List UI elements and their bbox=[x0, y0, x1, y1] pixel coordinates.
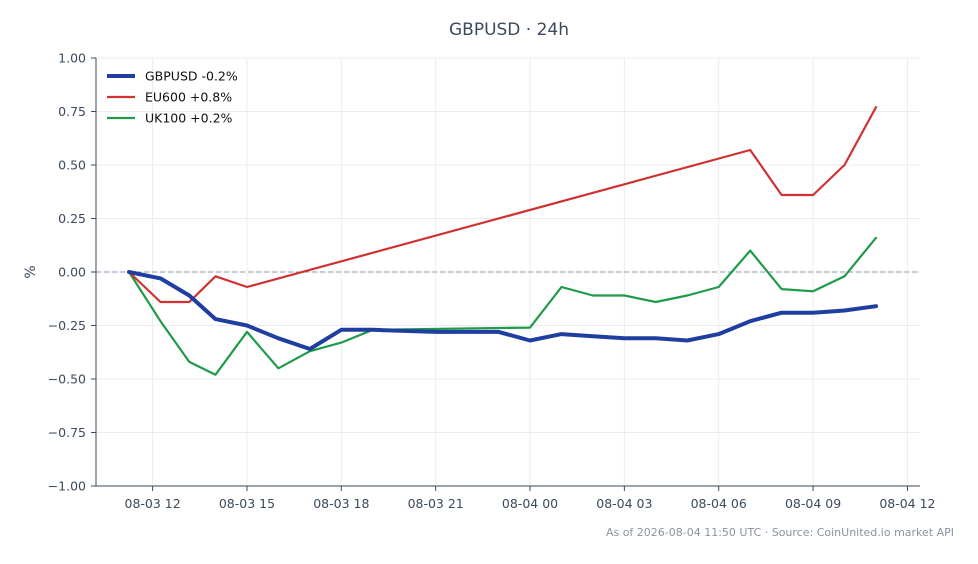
x-tick-label: 08-03 21 bbox=[408, 496, 464, 511]
footer-source: As of 2026-08-04 11:50 UTC · Source: Coi… bbox=[605, 526, 954, 539]
y-tick-label: −0.50 bbox=[48, 372, 86, 387]
y-tick-label: 0.75 bbox=[58, 104, 86, 119]
y-axis-label: % bbox=[23, 265, 39, 278]
y-axis-ticks: 1.00 0.75 0.50 0.25 0.00 −0.25 −0.50 −0.75 −1.00 bbox=[48, 51, 96, 494]
series-line-1 bbox=[127, 106, 878, 304]
y-tick-label: −1.00 bbox=[48, 479, 86, 494]
y-tick-label: −0.25 bbox=[48, 318, 86, 333]
legend-label: UK100 +0.2% bbox=[145, 111, 233, 126]
legend-label: GBPUSD -0.2% bbox=[145, 69, 238, 84]
x-tick-label: 08-04 09 bbox=[785, 496, 841, 511]
series-line-2 bbox=[127, 236, 878, 376]
chart-title: GBPUSD · 24h bbox=[448, 20, 570, 40]
legend: GBPUSD -0.2% EU600 +0.8% UK100 +0.2% bbox=[107, 69, 238, 126]
x-tick-label: 08-04 12 bbox=[879, 496, 935, 511]
y-tick-label: 0.25 bbox=[58, 211, 86, 226]
series-line-0 bbox=[127, 270, 878, 351]
y-tick-label: 0.50 bbox=[58, 158, 86, 173]
y-tick-label: 1.00 bbox=[58, 51, 86, 66]
x-tick-label: 08-03 15 bbox=[219, 496, 275, 511]
y-tick-label: −0.75 bbox=[48, 425, 86, 440]
x-tick-label: 08-04 06 bbox=[691, 496, 747, 511]
x-tick-label: 08-03 12 bbox=[125, 496, 181, 511]
legend-label: EU600 +0.8% bbox=[145, 90, 232, 105]
series-lines bbox=[127, 106, 878, 376]
y-tick-label: 0.00 bbox=[58, 265, 86, 280]
x-tick-label: 08-04 00 bbox=[502, 496, 558, 511]
x-axis-ticks: 08-03 12 08-03 15 08-03 18 08-03 21 08-04 00… bbox=[125, 486, 936, 511]
x-tick-label: 08-04 03 bbox=[596, 496, 652, 511]
x-tick-label: 08-03 18 bbox=[313, 496, 369, 511]
